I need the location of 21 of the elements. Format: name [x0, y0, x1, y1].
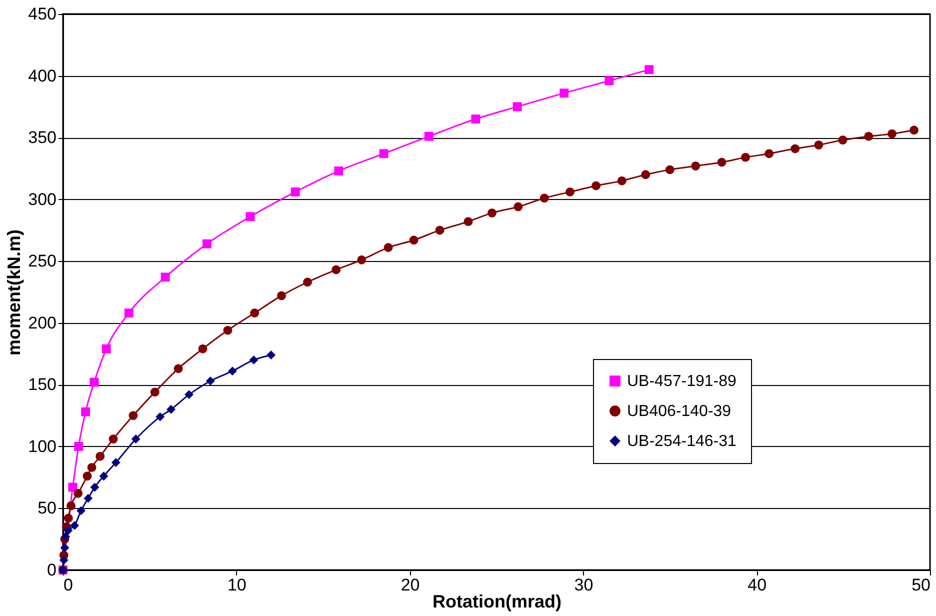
y-tick-label: 150 — [28, 375, 56, 394]
x-tick-label: 50 — [912, 576, 930, 594]
y-tick-label: 350 — [28, 128, 56, 148]
y-tick-label: 200 — [28, 313, 56, 332]
legend-label: UB406-140-39 — [627, 403, 732, 420]
y-tick-label: 50 — [38, 498, 56, 518]
x-tick-label: 30 — [574, 576, 594, 594]
x-tick-label: 10 — [227, 576, 246, 594]
x-tick-label: 0 — [64, 576, 73, 594]
y-tick-label: 100 — [28, 436, 56, 456]
x-tick-label: 20 — [400, 576, 420, 594]
legend-label: UB-457-191-89 — [627, 373, 736, 390]
y-tick-label: 400 — [28, 66, 56, 86]
x-axis-title: Rotation(mrad) — [432, 592, 562, 612]
y-tick-label: 450 — [28, 4, 56, 24]
y-tick-label: 300 — [28, 190, 56, 209]
legend-label: UB-254-146-31 — [627, 433, 736, 450]
y-axis-title: moment(kN.m) — [4, 229, 24, 356]
y-tick-label: 0 — [47, 560, 56, 580]
x-tick-label: 40 — [748, 576, 767, 594]
y-tick-label: 250 — [28, 252, 56, 271]
